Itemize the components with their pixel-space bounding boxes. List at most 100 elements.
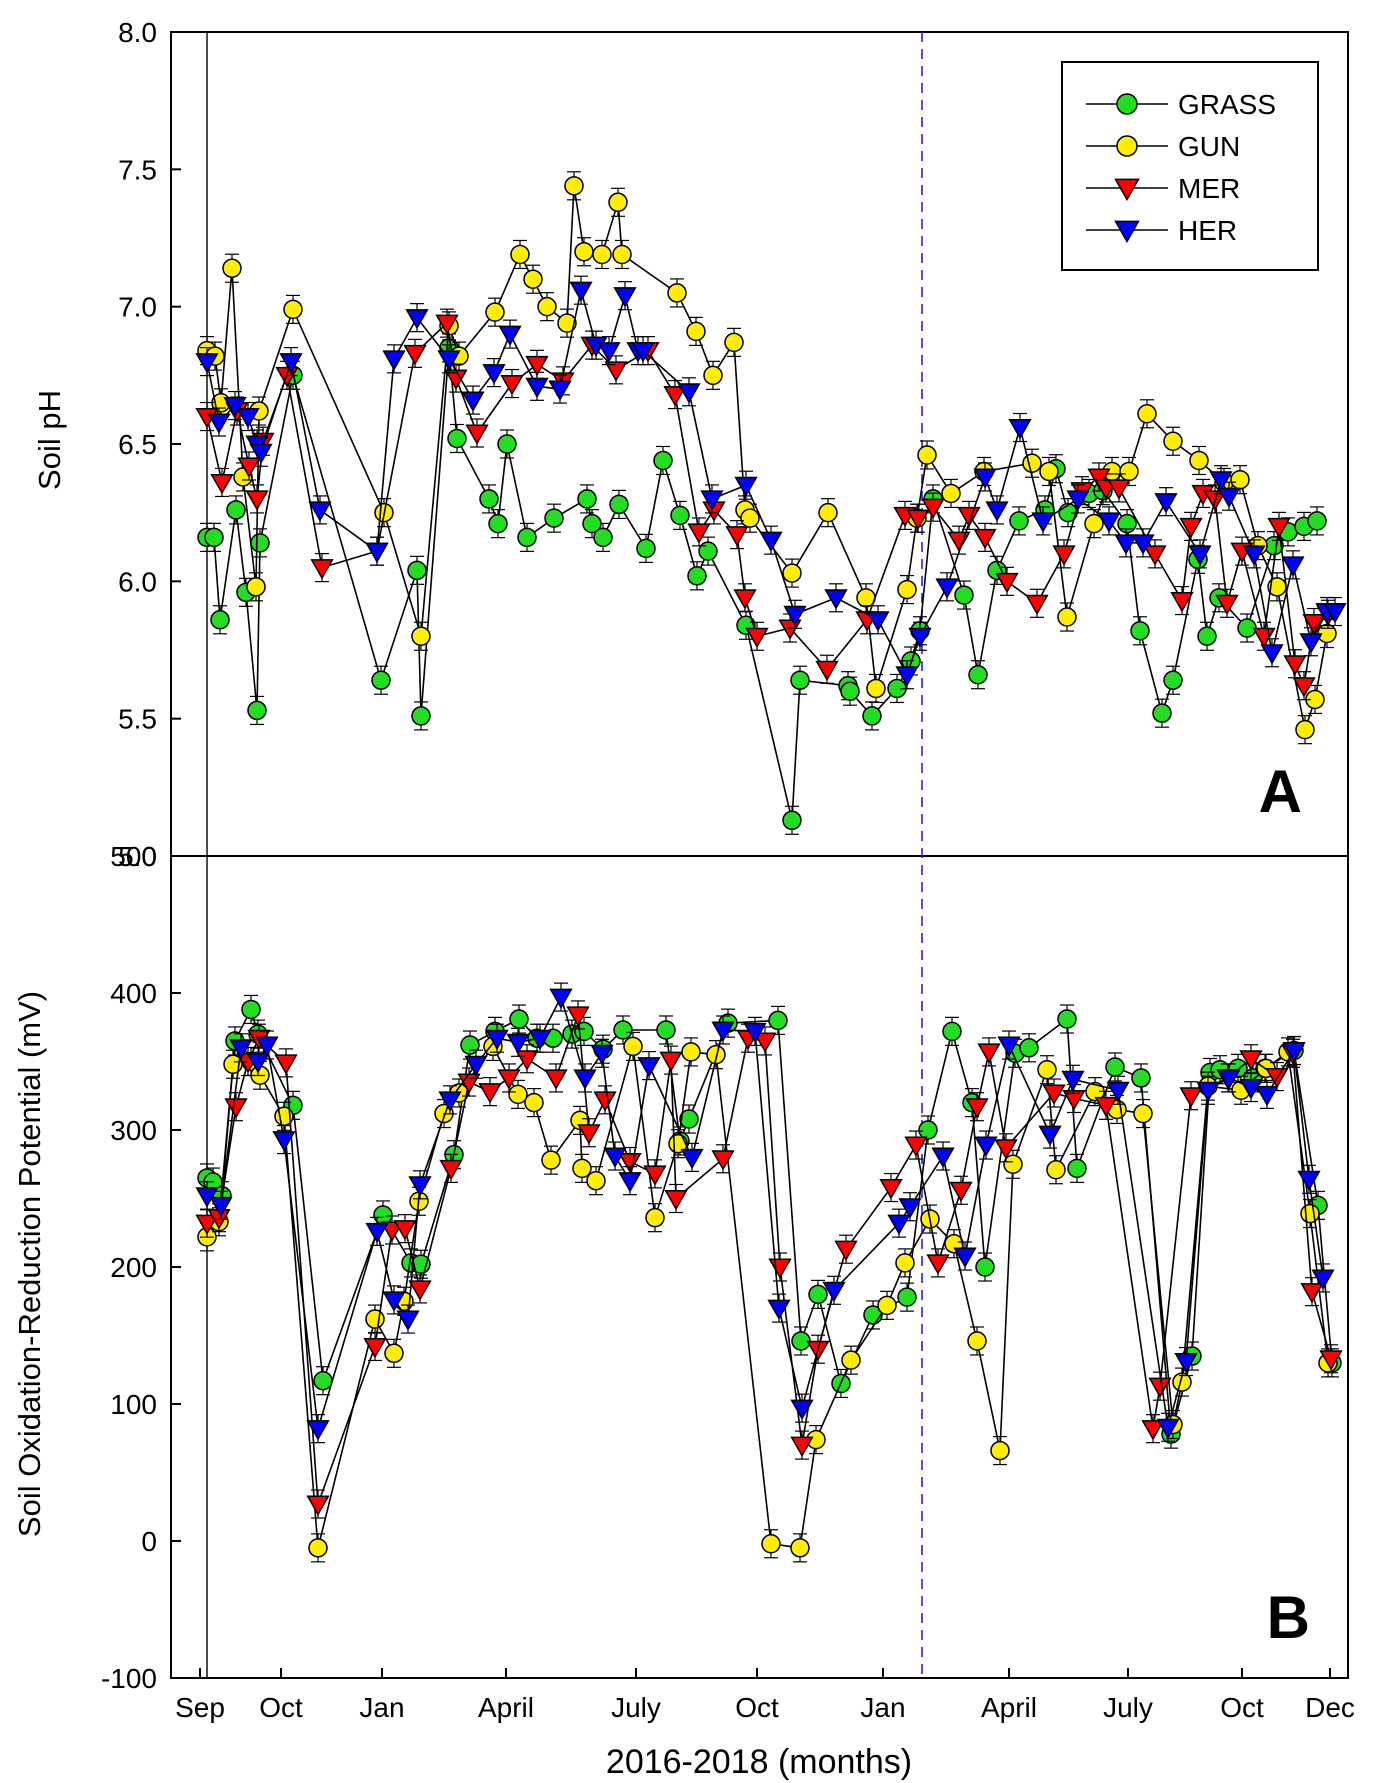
legend-marker bbox=[1116, 135, 1138, 157]
data-point bbox=[663, 386, 687, 407]
data-point bbox=[612, 244, 632, 265]
data-point bbox=[195, 353, 219, 374]
data-point bbox=[506, 1033, 530, 1055]
data-point bbox=[703, 365, 723, 386]
data-point bbox=[1107, 479, 1131, 500]
data-point bbox=[1152, 703, 1172, 723]
data-point bbox=[488, 513, 508, 534]
data-point bbox=[306, 1420, 330, 1441]
data-point bbox=[724, 332, 744, 353]
data-point bbox=[895, 666, 919, 687]
data-point bbox=[680, 1148, 704, 1170]
data-point bbox=[1066, 490, 1090, 511]
data-point bbox=[686, 321, 706, 342]
data-point bbox=[1114, 534, 1138, 555]
y-tick-label: 6.5 bbox=[118, 429, 157, 460]
legend-label: GUN bbox=[1178, 131, 1240, 162]
data-point bbox=[921, 498, 945, 520]
data-point bbox=[461, 391, 485, 412]
x-axis-label: 2016-2018 (months) bbox=[606, 1743, 912, 1781]
data-point bbox=[908, 627, 932, 649]
data-point bbox=[509, 1009, 529, 1029]
y-tick-label: 200 bbox=[110, 1252, 157, 1283]
data-point bbox=[1215, 594, 1239, 616]
data-point bbox=[1097, 512, 1121, 533]
data-point bbox=[841, 1350, 861, 1370]
data-point bbox=[229, 1039, 253, 1060]
data-point bbox=[1008, 419, 1032, 440]
data-point bbox=[1062, 1089, 1086, 1111]
data-point bbox=[1217, 1069, 1241, 1090]
data-point bbox=[1117, 513, 1137, 534]
data-point bbox=[834, 1240, 858, 1262]
data-point bbox=[967, 1331, 987, 1351]
data-point bbox=[613, 1020, 633, 1040]
data-point bbox=[995, 572, 1019, 594]
data-point bbox=[725, 526, 749, 547]
data-point bbox=[840, 681, 860, 701]
data-point bbox=[734, 476, 758, 498]
data-point bbox=[1323, 603, 1347, 624]
data-point bbox=[1143, 545, 1167, 566]
data-point bbox=[677, 383, 701, 404]
data-point bbox=[510, 244, 530, 265]
data-point bbox=[586, 1170, 606, 1191]
panel-b-series bbox=[195, 982, 1343, 1563]
data-point bbox=[997, 1036, 1021, 1057]
data-point bbox=[1239, 1079, 1263, 1100]
data-point bbox=[740, 508, 760, 528]
data-point bbox=[195, 1214, 219, 1236]
y-tick-label: 300 bbox=[110, 1115, 157, 1146]
data-point bbox=[255, 1036, 279, 1057]
data-point bbox=[435, 314, 459, 336]
data-point bbox=[659, 1051, 683, 1072]
data-point bbox=[877, 1295, 897, 1316]
data-point bbox=[393, 1220, 417, 1241]
data-point bbox=[879, 1179, 903, 1200]
data-point bbox=[246, 577, 266, 597]
panel-b-letter: B bbox=[1267, 1584, 1310, 1651]
data-point bbox=[525, 355, 549, 377]
data-point bbox=[822, 1281, 846, 1303]
data-point bbox=[643, 1165, 667, 1186]
data-point bbox=[1137, 404, 1157, 424]
data-point bbox=[549, 988, 573, 1009]
data-point bbox=[1119, 461, 1139, 482]
data-point bbox=[815, 660, 839, 682]
data-point bbox=[904, 1136, 928, 1157]
legend: GRASS GUN MER HER bbox=[1061, 61, 1319, 271]
data-point bbox=[1302, 614, 1326, 635]
data-point bbox=[365, 542, 389, 563]
data-point bbox=[500, 375, 524, 396]
data-point bbox=[745, 627, 769, 649]
legend-label: HER bbox=[1178, 215, 1237, 246]
data-point bbox=[636, 538, 656, 559]
data-point bbox=[1031, 512, 1055, 533]
data-point bbox=[1311, 1269, 1335, 1290]
data-point bbox=[245, 490, 269, 511]
data-point bbox=[460, 1035, 480, 1055]
data-point bbox=[525, 377, 549, 399]
data-point bbox=[975, 1257, 995, 1277]
data-point bbox=[275, 366, 299, 388]
x-axis: Sep Oct Jan April July Oct Jan April July Oct Dec bbox=[175, 1668, 1355, 1723]
data-point bbox=[482, 364, 506, 385]
data-point bbox=[577, 1124, 601, 1145]
data-point bbox=[623, 1036, 643, 1057]
data-point bbox=[382, 1291, 406, 1312]
data-point bbox=[1042, 1084, 1066, 1105]
y-tick-label: -100 bbox=[101, 1663, 157, 1694]
data-point bbox=[204, 527, 224, 548]
data-point bbox=[593, 1091, 617, 1112]
data-point bbox=[1046, 1159, 1066, 1180]
data-point bbox=[1038, 1125, 1062, 1146]
legend-marker bbox=[1114, 220, 1140, 244]
data-point bbox=[497, 1069, 521, 1090]
data-point bbox=[1156, 1418, 1180, 1440]
legend-label: MER bbox=[1178, 173, 1240, 204]
data-point bbox=[862, 706, 882, 726]
data-point bbox=[523, 269, 543, 289]
data-point bbox=[1061, 1070, 1085, 1092]
